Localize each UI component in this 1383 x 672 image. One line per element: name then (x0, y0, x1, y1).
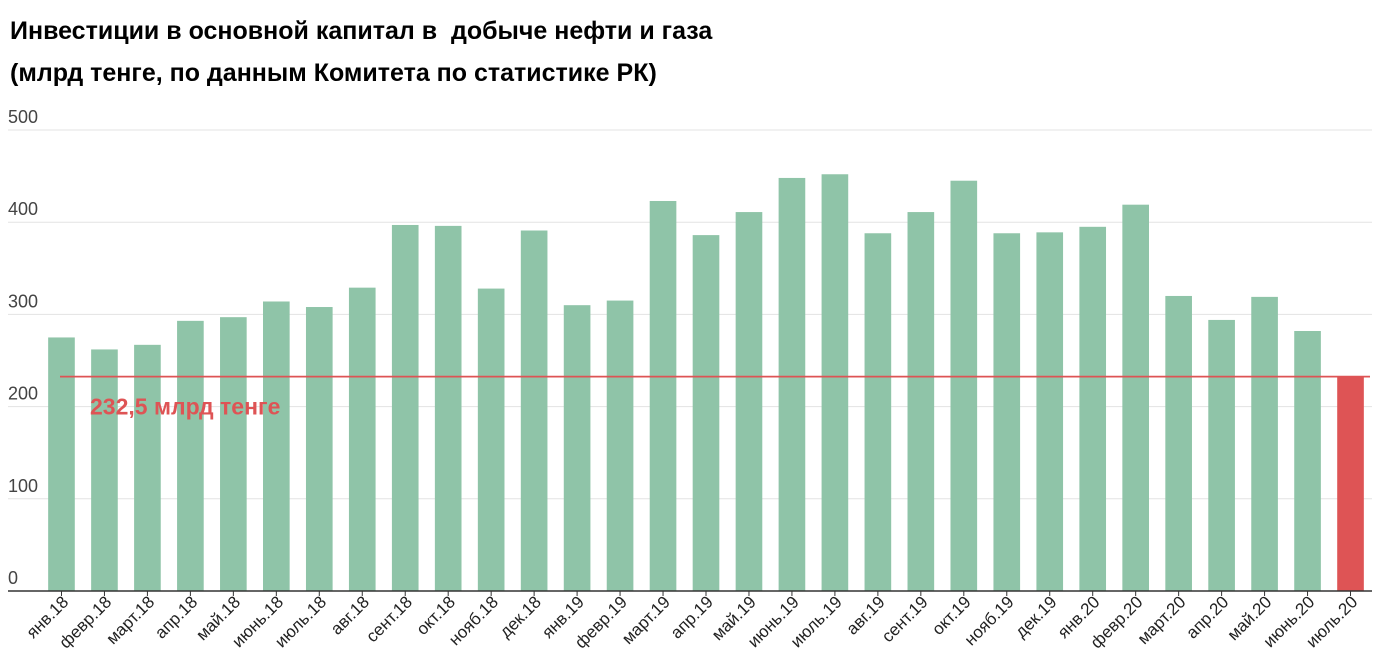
bar (520, 230, 548, 591)
y-tick-label: 0 (8, 568, 18, 588)
reference-line-label: 232,5 млрд тенге (90, 394, 280, 420)
bar (177, 320, 204, 591)
bar (649, 200, 677, 592)
bar (864, 233, 892, 591)
x-tick-label: апр.19 (667, 592, 717, 642)
chart-subtitle: (млрд тенге, по данным Комитета по стати… (10, 59, 657, 87)
bar (134, 344, 161, 591)
y-tick-label: 300 (8, 291, 38, 311)
x-tick-label: апр.18 (151, 592, 201, 642)
bar (735, 212, 763, 591)
y-tick-label: 400 (8, 199, 38, 219)
chart-title: Инвестиции в основной капитал в добыче н… (10, 17, 713, 45)
x-tick-label: март.18 (103, 592, 159, 648)
x-tick-label: март.20 (1134, 592, 1190, 648)
bar (348, 287, 376, 591)
x-tick-label: дек.18 (496, 592, 545, 641)
bar (434, 225, 462, 591)
bar (907, 212, 935, 591)
x-tick-label: апр.20 (1182, 592, 1232, 642)
bar (821, 174, 849, 591)
bar (1208, 319, 1235, 591)
bar (220, 317, 247, 591)
bar (1079, 226, 1107, 591)
bar (993, 233, 1021, 591)
bar (1165, 295, 1192, 591)
bar (1122, 204, 1149, 591)
x-tick-label: март.19 (618, 592, 674, 648)
bar (1294, 331, 1321, 591)
bar (1036, 232, 1064, 591)
bar (692, 235, 720, 592)
bar (950, 180, 978, 591)
bar (563, 305, 591, 591)
bar (606, 300, 634, 591)
y-tick-label: 500 (8, 107, 38, 127)
bar (305, 307, 333, 591)
bar (1251, 296, 1278, 591)
y-tick-label: 200 (8, 384, 38, 404)
y-tick-label: 100 (8, 476, 38, 496)
x-tick-label: дек.19 (1011, 592, 1060, 641)
bar (263, 301, 290, 591)
bar (391, 224, 419, 591)
bar-highlight (1337, 376, 1364, 591)
bar (477, 288, 505, 591)
bar (48, 337, 75, 591)
bar (91, 349, 118, 591)
x-tick-label: сент.19 (878, 592, 932, 646)
bar (778, 177, 806, 591)
x-tick-label: сент.18 (362, 592, 416, 646)
